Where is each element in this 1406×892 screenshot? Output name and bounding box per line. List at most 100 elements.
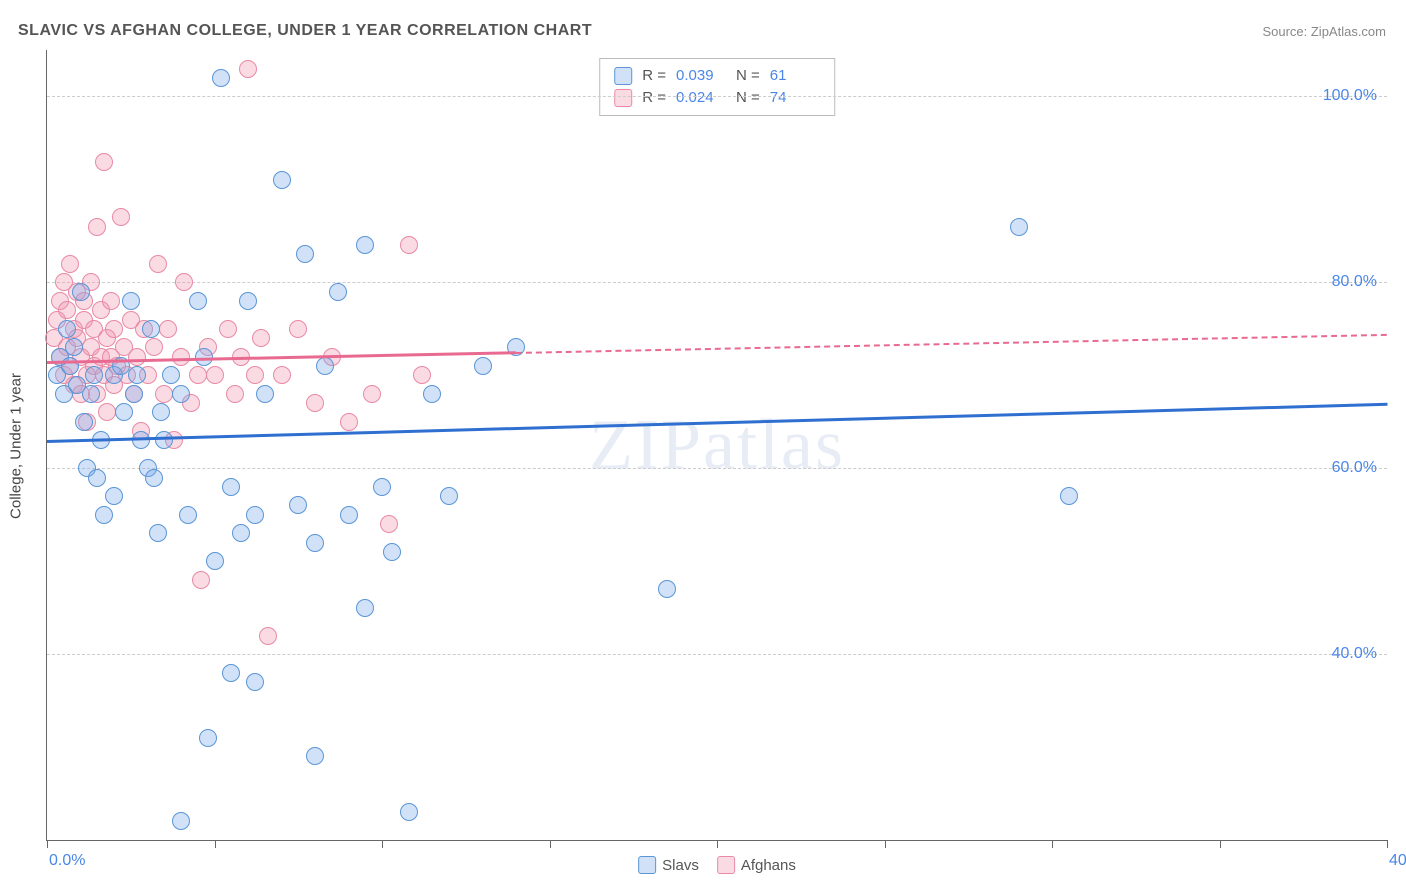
- x-tick: [47, 840, 48, 848]
- data-point-slavs: [189, 292, 207, 310]
- series-label-slavs: Slavs: [662, 857, 699, 874]
- data-point-afghans: [112, 208, 130, 226]
- trend-line: [47, 403, 1387, 443]
- data-point-slavs: [1060, 487, 1078, 505]
- gridline: [47, 282, 1387, 283]
- x-tick: [1387, 840, 1388, 848]
- data-point-slavs: [329, 283, 347, 301]
- x-tick: [550, 840, 551, 848]
- data-point-slavs: [88, 469, 106, 487]
- data-point-afghans: [175, 273, 193, 291]
- data-point-slavs: [239, 292, 257, 310]
- series-legend: Slavs Afghans: [638, 856, 796, 874]
- data-point-afghans: [219, 320, 237, 338]
- data-point-slavs: [155, 431, 173, 449]
- data-point-slavs: [75, 413, 93, 431]
- data-point-slavs: [440, 487, 458, 505]
- y-tick-label: 40.0%: [1332, 645, 1377, 663]
- data-point-slavs: [128, 366, 146, 384]
- x-tick: [382, 840, 383, 848]
- data-point-slavs: [145, 469, 163, 487]
- data-point-afghans: [363, 385, 381, 403]
- data-point-slavs: [246, 506, 264, 524]
- data-point-slavs: [149, 524, 167, 542]
- data-point-afghans: [145, 338, 163, 356]
- data-point-afghans: [58, 301, 76, 319]
- data-point-slavs: [179, 506, 197, 524]
- data-point-afghans: [400, 236, 418, 254]
- gridline: [47, 96, 1387, 97]
- data-point-afghans: [61, 255, 79, 273]
- data-point-slavs: [383, 543, 401, 561]
- data-point-slavs: [58, 320, 76, 338]
- source-prefix: Source:: [1262, 24, 1310, 39]
- y-tick-label: 100.0%: [1323, 87, 1377, 105]
- correlation-legend: R = 0.039 N = 61 R = 0.024 N = 74: [599, 58, 835, 116]
- data-point-slavs: [273, 171, 291, 189]
- data-point-afghans: [102, 292, 120, 310]
- x-tick-label: 0.0%: [49, 852, 85, 870]
- data-point-afghans: [149, 255, 167, 273]
- data-point-slavs: [246, 673, 264, 691]
- data-point-afghans: [252, 329, 270, 347]
- data-point-afghans: [206, 366, 224, 384]
- data-point-afghans: [273, 366, 291, 384]
- data-point-slavs: [172, 385, 190, 403]
- data-point-slavs: [289, 496, 307, 514]
- data-point-slavs: [1010, 218, 1028, 236]
- scatter-chart: ZIPatlas R = 0.039 N = 61 R = 0.024 N = …: [46, 50, 1387, 841]
- data-point-slavs: [316, 357, 334, 375]
- data-point-slavs: [105, 487, 123, 505]
- series-label-afghans: Afghans: [741, 857, 796, 874]
- x-tick-label: 40.0%: [1389, 852, 1406, 870]
- gridline: [47, 468, 1387, 469]
- legend-item-slavs: Slavs: [638, 856, 699, 874]
- data-point-afghans: [259, 627, 277, 645]
- data-point-slavs: [306, 534, 324, 552]
- data-point-slavs: [206, 552, 224, 570]
- data-point-slavs: [162, 366, 180, 384]
- data-point-afghans: [88, 218, 106, 236]
- data-point-slavs: [256, 385, 274, 403]
- data-point-slavs: [152, 403, 170, 421]
- legend-row-slavs: R = 0.039 N = 61: [614, 65, 820, 87]
- data-point-slavs: [658, 580, 676, 598]
- swatch-afghans: [614, 89, 632, 107]
- swatch-slavs: [614, 67, 632, 85]
- data-point-afghans: [95, 153, 113, 171]
- data-point-slavs: [373, 478, 391, 496]
- x-tick: [717, 840, 718, 848]
- legend-row-afghans: R = 0.024 N = 74: [614, 87, 820, 109]
- r-value-slavs: 0.039: [676, 65, 726, 87]
- data-point-slavs: [423, 385, 441, 403]
- n-value-slavs: 61: [770, 65, 820, 87]
- n-value-afghans: 74: [770, 87, 820, 109]
- y-axis-label: College, Under 1 year: [8, 373, 25, 519]
- data-point-afghans: [340, 413, 358, 431]
- watermark-text: ZIPatlas: [589, 404, 845, 487]
- x-tick: [1220, 840, 1221, 848]
- data-point-slavs: [115, 403, 133, 421]
- r-label: R =: [642, 65, 666, 87]
- data-point-slavs: [125, 385, 143, 403]
- data-point-slavs: [199, 729, 217, 747]
- data-point-afghans: [159, 320, 177, 338]
- swatch-slavs: [638, 856, 656, 874]
- data-point-slavs: [172, 812, 190, 830]
- data-point-slavs: [296, 245, 314, 263]
- data-point-afghans: [128, 348, 146, 366]
- data-point-afghans: [226, 385, 244, 403]
- x-tick: [1052, 840, 1053, 848]
- data-point-afghans: [246, 366, 264, 384]
- y-tick-label: 60.0%: [1332, 459, 1377, 477]
- data-point-slavs: [340, 506, 358, 524]
- data-point-afghans: [155, 385, 173, 403]
- data-point-slavs: [72, 283, 90, 301]
- n-label: N =: [736, 65, 760, 87]
- data-point-afghans: [192, 571, 210, 589]
- data-point-afghans: [289, 320, 307, 338]
- swatch-afghans: [717, 856, 735, 874]
- data-point-slavs: [82, 385, 100, 403]
- source-name: ZipAtlas.com: [1311, 24, 1386, 39]
- data-point-slavs: [306, 747, 324, 765]
